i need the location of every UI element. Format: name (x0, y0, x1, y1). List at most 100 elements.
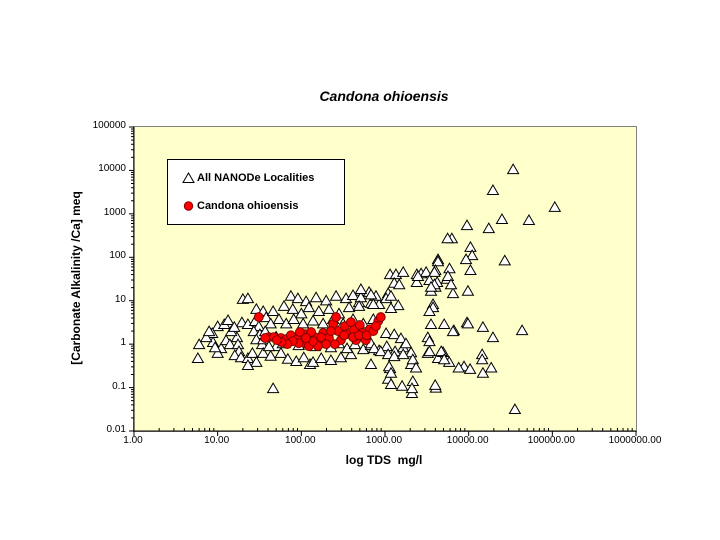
triangle-marker (475, 353, 489, 365)
triangle-marker (437, 318, 451, 330)
triangle-marker (409, 361, 423, 373)
triangle-marker (428, 378, 442, 390)
triangle-marker (394, 332, 408, 344)
triangle-marker (459, 253, 473, 265)
circle-marker (371, 321, 381, 332)
legend-item-all-nanode: All NANODe Localities (182, 172, 344, 184)
x-tick-label: 100.00 (285, 435, 316, 446)
triangle-marker (508, 403, 522, 415)
triangle-marker (441, 270, 455, 282)
triangle-marker (221, 313, 235, 325)
y-tick-label: 10 (114, 293, 126, 305)
triangle-marker (428, 265, 441, 277)
triangle-marker (486, 183, 500, 195)
triangle-marker (274, 346, 288, 358)
x-tick-label: 1000000.00 (608, 435, 662, 446)
triangle-marker (434, 345, 448, 357)
triangle-marker (452, 361, 466, 373)
y-tick-label: 1 (120, 337, 126, 349)
triangle-marker (266, 382, 280, 394)
triangle-marker (484, 361, 498, 373)
triangle-marker (446, 325, 460, 337)
triangle-marker (302, 301, 316, 313)
triangle-marker (241, 359, 255, 371)
triangle-marker (223, 338, 237, 350)
triangle-marker (312, 304, 326, 316)
triangle-marker (309, 291, 323, 303)
triangle-marker (262, 340, 276, 352)
circle-marker (331, 312, 341, 322)
triangle-marker (291, 292, 305, 304)
triangle-marker (297, 351, 311, 363)
triangle-marker (211, 346, 225, 358)
x-tick-label: 100000.00 (527, 435, 575, 446)
triangle-marker (423, 304, 436, 316)
triangle-marker (482, 222, 496, 234)
triangle-marker (354, 291, 368, 303)
x-tick-label: 1000.00 (365, 435, 403, 446)
triangle-marker (342, 301, 356, 313)
triangle-marker (281, 352, 295, 364)
y-tick-label: 0.01 (106, 424, 126, 435)
triangle-marker (246, 346, 259, 358)
triangle-marker (366, 298, 380, 310)
triangle-marker (294, 307, 308, 319)
triangle-marker (287, 312, 301, 324)
y-tick-label: 100 (109, 250, 126, 262)
triangle-marker (441, 232, 454, 244)
triangle-marker (367, 342, 381, 354)
triangle-marker (364, 288, 378, 300)
y-tick-label: 10000 (98, 163, 126, 175)
triangle-marker (346, 289, 360, 301)
triangle-marker (266, 304, 280, 316)
triangle-marker (344, 348, 358, 360)
triangle-marker (486, 331, 500, 343)
triangle-marker (395, 379, 409, 391)
circle-marker (339, 330, 349, 341)
triangle-marker (396, 348, 410, 360)
x-tick-label: 1.00 (123, 435, 143, 446)
circle-marker (260, 333, 271, 343)
triangle-marker (352, 299, 366, 311)
triangle-marker (249, 355, 263, 367)
triangle-marker (506, 163, 520, 175)
legend-label: All NANODe Localities (197, 172, 315, 184)
triangle-marker (460, 219, 474, 231)
legend-box: All NANODe Localities Candona ohioensis (167, 159, 345, 225)
triangle-marker (384, 301, 398, 313)
circle-marker (375, 312, 386, 322)
triangle-marker (392, 278, 406, 290)
triangle-marker (329, 289, 343, 301)
triangle-marker (199, 331, 213, 343)
y-tick-label: 0.1 (112, 380, 126, 392)
triangle-marker (387, 350, 401, 362)
triangle-marker (202, 325, 216, 337)
triangle-marker (522, 214, 536, 226)
triangle-marker (387, 328, 401, 340)
y-tick-label: 1000 (103, 206, 126, 218)
triangle-marker (379, 327, 393, 339)
triangle-marker (324, 354, 338, 366)
triangle-marker (384, 289, 398, 301)
triangle-marker (461, 284, 475, 296)
triangle-marker (354, 283, 368, 295)
triangle-marker (314, 351, 328, 363)
triangle-marker (396, 265, 410, 277)
triangle-marker (446, 287, 460, 299)
triangle-marker (208, 341, 222, 353)
triangle-marker (495, 213, 509, 225)
circle-legend-icon (182, 200, 195, 212)
legend-label: Candona ohioensis (197, 200, 299, 212)
triangle-marker (227, 320, 241, 332)
legend-item-candona: Candona ohioensis (182, 200, 344, 212)
x-tick-label: 10000.00 (446, 435, 489, 446)
triangle-marker (286, 302, 300, 314)
triangle-marker (384, 377, 398, 389)
triangle-marker (465, 249, 479, 261)
circle-marker (271, 335, 282, 345)
triangle-marker (391, 299, 405, 311)
triangle-marker (424, 318, 438, 330)
triangle-marker (296, 317, 310, 329)
triangle-marker (423, 345, 436, 357)
